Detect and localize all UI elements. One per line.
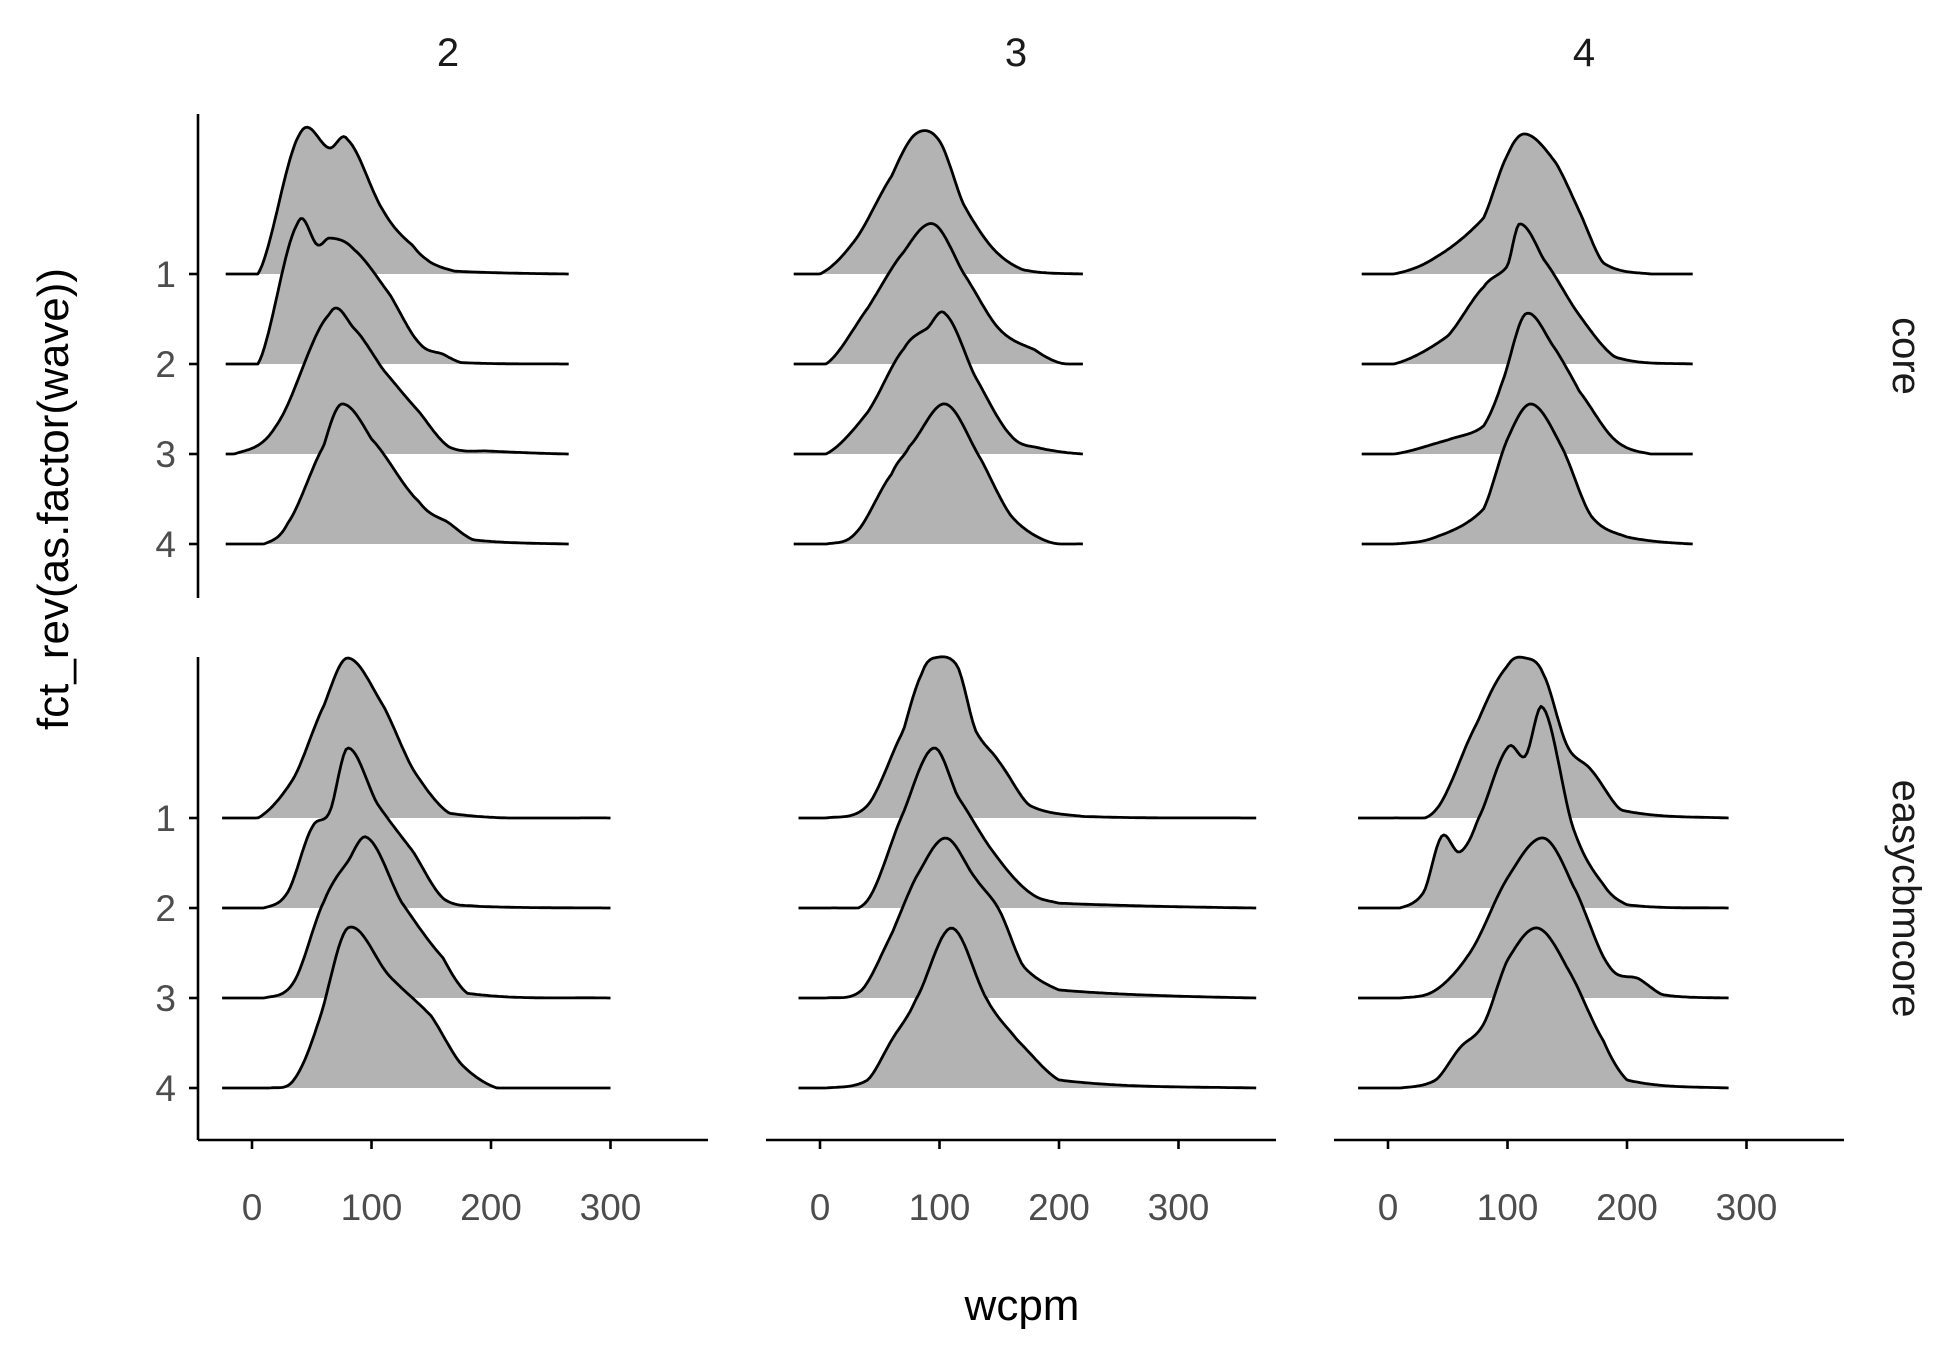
- x-tick-label: 300: [1148, 1187, 1210, 1228]
- ridge-line-wave-4: [222, 925, 611, 1090]
- panel-core-2: [225, 125, 569, 546]
- ridge-fill-wave-1: [225, 127, 569, 274]
- axes-layer: 1 2 3 4 1 2 3 4 0 100 200 300 2 0 100 200 300 3 0 100 200 300…: [155, 31, 1928, 1228]
- y-tick-label: 1: [155, 798, 176, 839]
- ridge-fill-wave-3: [793, 311, 1083, 454]
- panel-easycbmcore-3: [798, 655, 1257, 1090]
- ridge-line-wave-2: [1361, 222, 1693, 366]
- col-strip-label: 4: [1573, 31, 1595, 75]
- y-axis-title: fct_rev(as.factor(wave)): [29, 268, 78, 730]
- ridge-line-wave-2: [798, 746, 1257, 910]
- ridge-fill-wave-1: [1361, 134, 1693, 274]
- y-tick-label: 4: [155, 1068, 176, 1109]
- ridge-line-wave-3: [798, 836, 1257, 1000]
- ridge-line-wave-1: [1361, 132, 1693, 276]
- x-tick-label: 0: [242, 1187, 263, 1228]
- x-tick-label: 300: [1716, 1187, 1778, 1228]
- x-tick-label: 100: [909, 1187, 971, 1228]
- ridge-fill-wave-4: [1358, 927, 1729, 1088]
- ridge-line-wave-1: [798, 655, 1257, 820]
- panel-core-3: [793, 129, 1083, 546]
- x-tick-label: 0: [810, 1187, 831, 1228]
- ridge-fill-wave-3: [798, 838, 1257, 998]
- ridge-line-wave-1: [1358, 655, 1729, 820]
- ridge-line-wave-2: [222, 746, 611, 910]
- ridge-fill-wave-4: [798, 928, 1257, 1088]
- ridge-line-wave-3: [1358, 836, 1729, 1000]
- x-tick-label: 200: [1596, 1187, 1658, 1228]
- ridge-line-wave-2: [225, 217, 569, 366]
- ridge-line-wave-2: [793, 222, 1083, 366]
- ridge-line-wave-1: [793, 129, 1083, 276]
- ridge-fill-wave-3: [1358, 838, 1729, 998]
- ridge-line-wave-4: [1361, 402, 1693, 546]
- ridge-line-wave-1: [222, 656, 611, 820]
- x-tick-label: 100: [341, 1187, 403, 1228]
- row-strip-label: easycbmcore: [1884, 780, 1928, 1018]
- ridge-line-wave-3: [1361, 311, 1693, 456]
- y-tick-label: 3: [155, 434, 176, 475]
- ridge-fill-wave-1: [798, 656, 1257, 818]
- ridge-fill-wave-4: [1361, 404, 1693, 544]
- panels-layer: [222, 125, 1729, 1090]
- col-strip-label: 3: [1005, 31, 1027, 75]
- ridge-line-wave-2: [1358, 705, 1729, 910]
- ridge-line-wave-3: [225, 306, 569, 456]
- col-strip-label: 2: [437, 31, 459, 75]
- ridge-line-wave-4: [225, 402, 569, 546]
- y-tick-label: 4: [155, 524, 176, 565]
- ridge-line-wave-1: [225, 125, 569, 276]
- ridge-fill-wave-2: [793, 223, 1083, 364]
- ridge-fill-wave-2: [1358, 706, 1729, 908]
- panel-easycbmcore-4: [1358, 655, 1729, 1090]
- ridge-line-wave-4: [1358, 926, 1729, 1090]
- ridge-fill-wave-1: [793, 130, 1083, 274]
- y-tick-label: 3: [155, 978, 176, 1019]
- ridge-fill-wave-3: [225, 308, 569, 454]
- y-tick-label: 1: [155, 254, 176, 295]
- x-axis-title: wcpm: [964, 1281, 1080, 1330]
- ridge-fill-wave-2: [222, 748, 611, 908]
- ridge-line-wave-4: [793, 402, 1083, 546]
- x-tick-label: 300: [580, 1187, 642, 1228]
- ridge-line-wave-3: [222, 835, 611, 1000]
- ridge-fill-wave-2: [225, 218, 569, 364]
- ridge-fill-wave-4: [225, 404, 569, 544]
- panel-easycbmcore-2: [222, 656, 611, 1090]
- y-tick-label: 2: [155, 888, 176, 929]
- ridge-fill-wave-2: [798, 748, 1257, 908]
- ridge-fill-wave-3: [222, 836, 611, 998]
- ridge-fill-wave-2: [1361, 224, 1693, 364]
- ridge-fill-wave-4: [793, 403, 1083, 544]
- x-tick-label: 0: [1378, 1187, 1399, 1228]
- ridge-fill-wave-1: [222, 658, 611, 818]
- ridge-fill-wave-4: [222, 927, 611, 1088]
- y-tick-label: 2: [155, 344, 176, 385]
- ridge-fill-wave-3: [1361, 313, 1693, 454]
- panel-core-4: [1361, 132, 1693, 546]
- row-strip-label: core: [1884, 317, 1928, 395]
- x-tick-label: 200: [1028, 1187, 1090, 1228]
- x-tick-label: 100: [1477, 1187, 1539, 1228]
- ridge-line-wave-4: [798, 926, 1257, 1090]
- x-tick-label: 200: [460, 1187, 522, 1228]
- ridge-line-wave-3: [793, 310, 1083, 456]
